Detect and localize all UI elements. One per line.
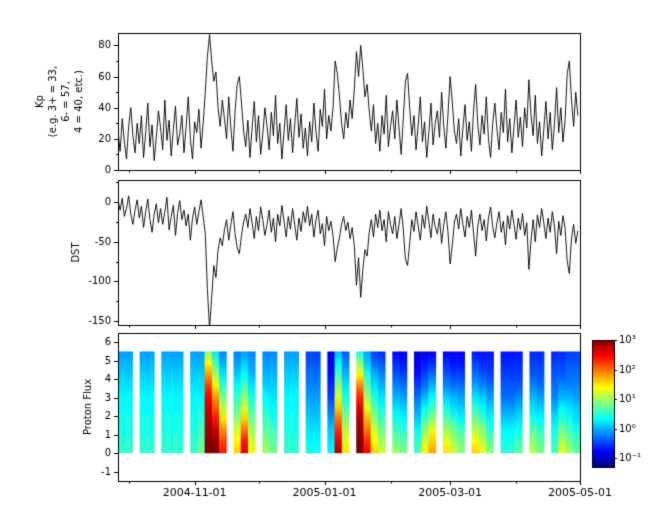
chart-canvas bbox=[0, 0, 665, 523]
figure bbox=[0, 0, 665, 523]
